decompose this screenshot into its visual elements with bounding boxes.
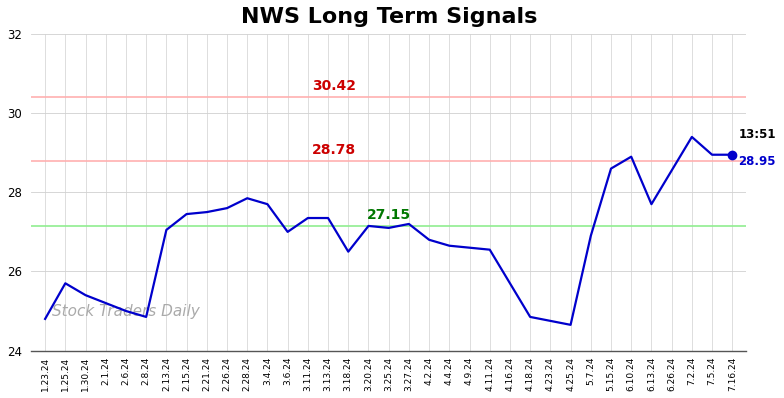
Text: 30.42: 30.42 (312, 79, 356, 93)
Title: NWS Long Term Signals: NWS Long Term Signals (241, 7, 537, 27)
Text: 28.78: 28.78 (312, 144, 356, 158)
Text: Stock Traders Daily: Stock Traders Daily (53, 304, 200, 319)
Text: 13:51: 13:51 (739, 128, 776, 141)
Text: 28.95: 28.95 (739, 155, 776, 168)
Text: 27.15: 27.15 (367, 208, 411, 222)
